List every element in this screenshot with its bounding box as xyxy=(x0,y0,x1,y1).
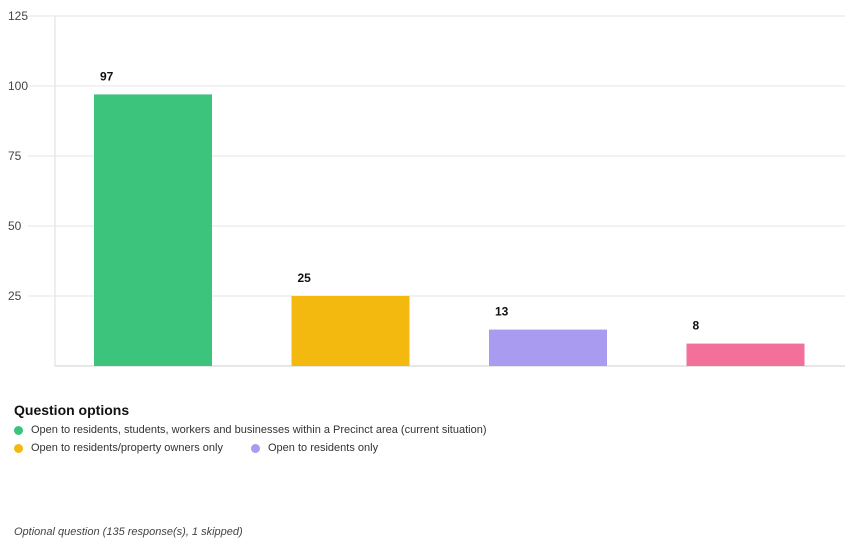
y-tick-label: 125 xyxy=(8,9,28,23)
bar-value-label: 8 xyxy=(693,319,700,333)
y-tick-label: 25 xyxy=(8,289,22,303)
bar xyxy=(686,343,805,366)
legend-swatch-icon xyxy=(14,443,23,453)
bar xyxy=(489,329,607,366)
legend-item[interactable]: Open to residents/property owners only xyxy=(14,442,223,454)
legend: Question options Open to residents, stud… xyxy=(14,402,834,454)
bar xyxy=(94,94,212,367)
bar xyxy=(291,296,410,366)
bar-value-label: 25 xyxy=(298,271,312,285)
legend-item-label: Open to residents/property owners only xyxy=(31,442,223,454)
legend-item[interactable]: Open to residents, students, workers and… xyxy=(14,424,487,436)
y-tick-label: 100 xyxy=(8,79,28,93)
legend-swatch-icon xyxy=(14,425,23,435)
y-tick-label: 50 xyxy=(8,219,22,233)
legend-item-label: Open to residents only xyxy=(268,442,379,454)
y-tick-label: 75 xyxy=(8,149,22,163)
legend-swatch-icon xyxy=(251,443,260,453)
legend-item[interactable]: Open to residents only xyxy=(251,442,378,454)
bar-value-label: 13 xyxy=(495,305,509,319)
legend-item-label: Open to residents, students, workers and… xyxy=(31,424,487,436)
legend-title: Question options xyxy=(14,402,130,418)
legend-items: Open to residents, students, workers and… xyxy=(14,424,694,454)
response-count-note: Optional question (135 response(s), 1 sk… xyxy=(14,526,243,538)
bar-value-label: 97 xyxy=(100,69,114,83)
bar-chart: 25 50 75 100 125 97 25 13 8 xyxy=(8,9,845,367)
